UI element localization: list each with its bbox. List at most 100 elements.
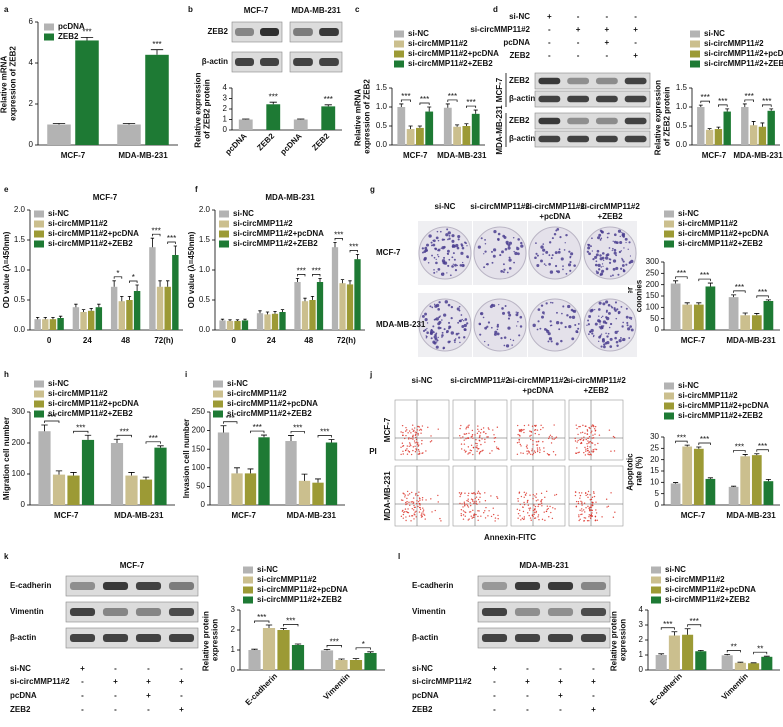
event [584,432,586,435]
colony [517,238,520,241]
bar [110,443,124,505]
event [519,515,521,517]
y-tick-label: 1 [639,650,644,659]
colony [590,245,592,248]
colony [605,332,607,335]
x-tick-label: 48 [304,336,313,345]
y-tick-label: 0 [223,125,228,134]
event [475,446,477,448]
colony [601,339,605,343]
y-axis-label-line: of ZEB2 protein [663,87,672,147]
colony [513,250,515,253]
blot-band [102,582,129,590]
event [542,427,544,429]
event [408,515,411,517]
condition-sign: + [113,677,118,686]
colony [507,311,511,315]
significance-label: *** [758,288,767,297]
colony [463,323,467,328]
event [581,504,583,506]
blot-band [595,135,618,143]
y-tick-label: 1.5 [676,83,688,92]
event [591,437,594,439]
colony [464,318,468,321]
event [408,451,411,453]
event [534,432,536,435]
legend-label: si-NC [227,379,248,388]
colony [537,308,541,311]
event [544,519,546,522]
event [585,494,587,497]
error-bar [220,425,227,433]
colony [457,332,460,335]
condition-sign: - [592,664,595,673]
bar [75,40,99,146]
condition-sign: + [633,51,638,60]
colony [493,248,497,252]
event [467,446,470,448]
error-bar [41,424,48,432]
error-bar [673,482,679,484]
condition-sign: - [493,705,496,714]
event [546,505,549,507]
blot-band [538,135,561,143]
colony [623,247,625,249]
colony [431,306,434,309]
event [476,442,478,445]
event [527,504,530,506]
condition-sign: - [180,691,183,700]
bar [723,111,731,145]
colony [483,266,486,269]
event [589,509,591,511]
event [460,514,463,517]
y-tick-label: 150 [192,444,206,453]
blot-band [168,608,195,616]
event [458,492,461,494]
colony [433,239,436,243]
colony [617,229,622,233]
bar [154,447,167,505]
condition-sign: - [81,705,84,714]
bar [734,662,746,670]
x-tick-label: 48 [121,336,130,345]
event [416,502,418,505]
event [528,452,530,454]
colony [604,256,609,260]
y-axis-label-line: Relative expression [654,78,663,155]
blot-band [567,95,590,103]
error-bar [473,109,478,114]
colony [497,232,501,236]
condition-sign: + [492,664,497,673]
y-tick-label: 3 [639,620,644,629]
event [601,516,603,518]
error-bar [408,125,413,130]
colony [483,253,485,255]
significance-bracket [254,620,270,623]
colony [484,242,487,245]
y-tick-label: 0 [29,140,34,149]
legend-label: si-circMMP11#2+pcDNA [704,49,783,58]
event [465,428,467,430]
colony [620,267,623,270]
image-header: si-circMMP11#2 [566,376,626,385]
blot-band [135,634,162,642]
error-bar [301,473,308,481]
colony [447,264,450,267]
colony [435,345,439,349]
event [613,450,616,452]
colony [610,275,612,277]
event [421,439,423,442]
blot-title: MCF-7 [120,561,145,570]
colony [574,323,577,327]
event [476,432,479,435]
colony [432,325,435,328]
error-bar [731,294,737,298]
event [536,429,539,431]
blot-band [481,634,508,642]
event [591,430,593,432]
colony [542,253,544,256]
legend-label: pcDNA [58,22,85,31]
colony [452,252,455,255]
blot [289,21,343,43]
y-tick-label: 300 [12,407,26,416]
